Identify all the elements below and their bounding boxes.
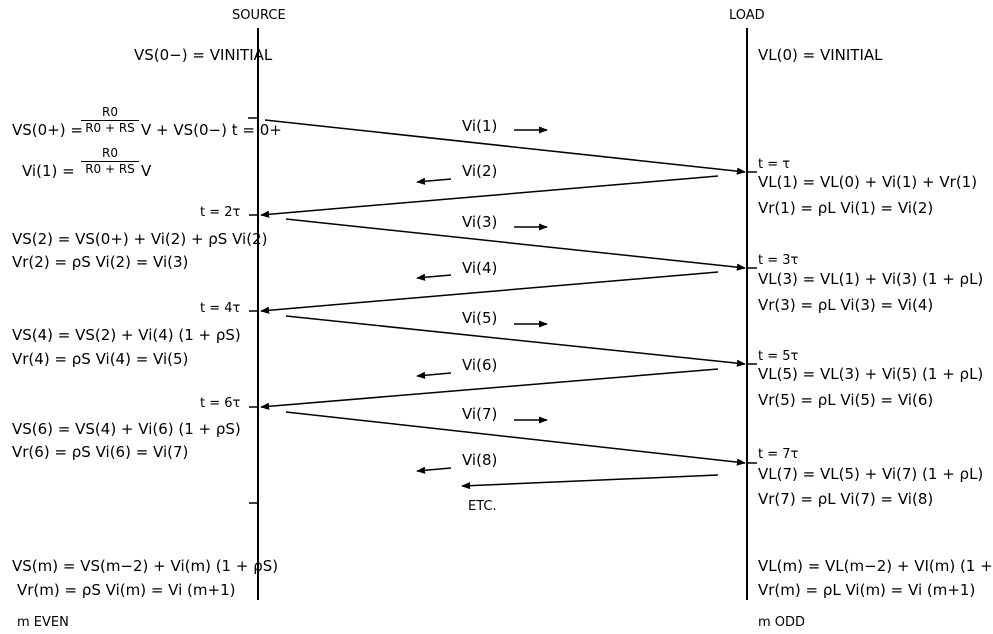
time-label-t5: t = 5τ	[758, 349, 799, 364]
load-eq-vr1: Vr(1) = ρL Vi(1) = Vi(2)	[758, 199, 934, 217]
load-eq-vr3: Vr(3) = ρL Vi(3) = Vi(4)	[758, 296, 934, 314]
dir-arrow-8	[416, 466, 452, 474]
wave-label-1: Vi(1)	[462, 117, 498, 135]
wave-label-6: Vi(6)	[462, 356, 498, 374]
source-eq-vr2: Vr(2) = ρS Vi(2) = Vi(3)	[12, 253, 189, 271]
load-eq-vrm: Vr(m) = ρL Vi(m) = Vi (m+1)	[758, 581, 976, 599]
wave-label-8: Vi(8)	[462, 451, 498, 469]
time-label-t1: t = τ	[758, 157, 791, 172]
source-fraction-1: R0 R0 + RS	[81, 106, 139, 135]
source-header: SOURCE	[232, 8, 286, 23]
source-initial-eq: VS(0−) = VINITIAL	[134, 46, 273, 64]
dir-arrow-2	[416, 177, 452, 185]
fraction-denominator: R0 + RS	[81, 120, 139, 135]
wave-label-2: Vi(2)	[462, 162, 498, 180]
vi1-lhs: Vi(1) =	[22, 162, 75, 180]
source-eq-vs4: VS(4) = VS(2) + Vi(4) (1 + ρS)	[12, 326, 241, 344]
time-label-t4: t = 4τ	[200, 301, 241, 316]
source-0plus-lhs: VS(0+) =	[12, 121, 83, 139]
wave-label-5: Vi(5)	[462, 309, 498, 327]
load-eq-vl5: VL(5) = VL(3) + Vi(5) (1 + ρL)	[758, 365, 984, 383]
source-eq-vs2: VS(2) = VS(0+) + Vi(2) + ρS Vi(2)	[12, 230, 268, 248]
wave-line-1	[264, 119, 746, 175]
load-eq-vl7: VL(7) = VL(5) + Vi(7) (1 + ρL)	[758, 465, 984, 483]
dir-arrow-4	[416, 273, 452, 281]
load-eq-vl3: VL(3) = VL(1) + Vi(3) (1 + ρL)	[758, 270, 984, 288]
wave-line-5	[285, 315, 746, 367]
wave-line-2	[260, 175, 719, 218]
source-eq-vrm: Vr(m) = ρS Vi(m) = Vi (m+1)	[17, 581, 236, 599]
wave-line-6	[260, 368, 719, 410]
source-footer: m EVEN	[17, 615, 69, 630]
vi1-rhs: V	[141, 162, 152, 180]
fraction-numerator: R0	[102, 105, 118, 119]
time-label-t3: t = 3τ	[758, 253, 799, 268]
wave-label-4: Vi(4)	[462, 259, 498, 277]
wave-line-3	[285, 218, 746, 271]
load-initial-eq: VL(0) = VINITIAL	[758, 46, 883, 64]
source-fraction-2: R0 R0 + RS	[81, 147, 139, 176]
wave-line-8	[461, 474, 719, 490]
fraction-numerator: R0	[102, 146, 118, 160]
etc-label: ETC.	[468, 499, 497, 514]
load-eq-vr5: Vr(5) = ρL Vi(5) = Vi(6)	[758, 391, 934, 409]
time-label-t7: t = 7τ	[758, 447, 799, 462]
time-label-t2: t = 2τ	[200, 205, 241, 220]
wave-label-3: Vi(3)	[462, 213, 498, 231]
wave-line-4	[260, 271, 719, 314]
wave-label-7: Vi(7)	[462, 405, 498, 423]
source-eq-vr4: Vr(4) = ρS Vi(4) = Vi(5)	[12, 350, 189, 368]
source-eq-vsm: VS(m) = VS(m−2) + Vi(m) (1 + ρS)	[12, 557, 279, 575]
load-eq-vlm: VL(m) = VL(m−2) + VI(m) (1 + ρL)	[758, 557, 993, 575]
load-eq-vr7: Vr(7) = ρL Vi(7) = Vi(8)	[758, 490, 934, 508]
wave-line-7	[285, 411, 746, 466]
dir-arrow-6	[416, 371, 452, 379]
time-label-t6: t = 6τ	[200, 396, 241, 411]
load-eq-vl1: VL(1) = VL(0) + Vi(1) + Vr(1)	[758, 173, 978, 191]
source-0plus-rhs: V + VS(0−) t = 0+	[141, 121, 282, 139]
source-eq-vr6: Vr(6) = ρS Vi(6) = Vi(7)	[12, 443, 189, 461]
source-eq-vs6: VS(6) = VS(4) + Vi(6) (1 + ρS)	[12, 420, 241, 438]
load-header: LOAD	[729, 8, 765, 23]
load-footer: m ODD	[758, 615, 806, 630]
fraction-denominator: R0 + RS	[81, 161, 139, 176]
